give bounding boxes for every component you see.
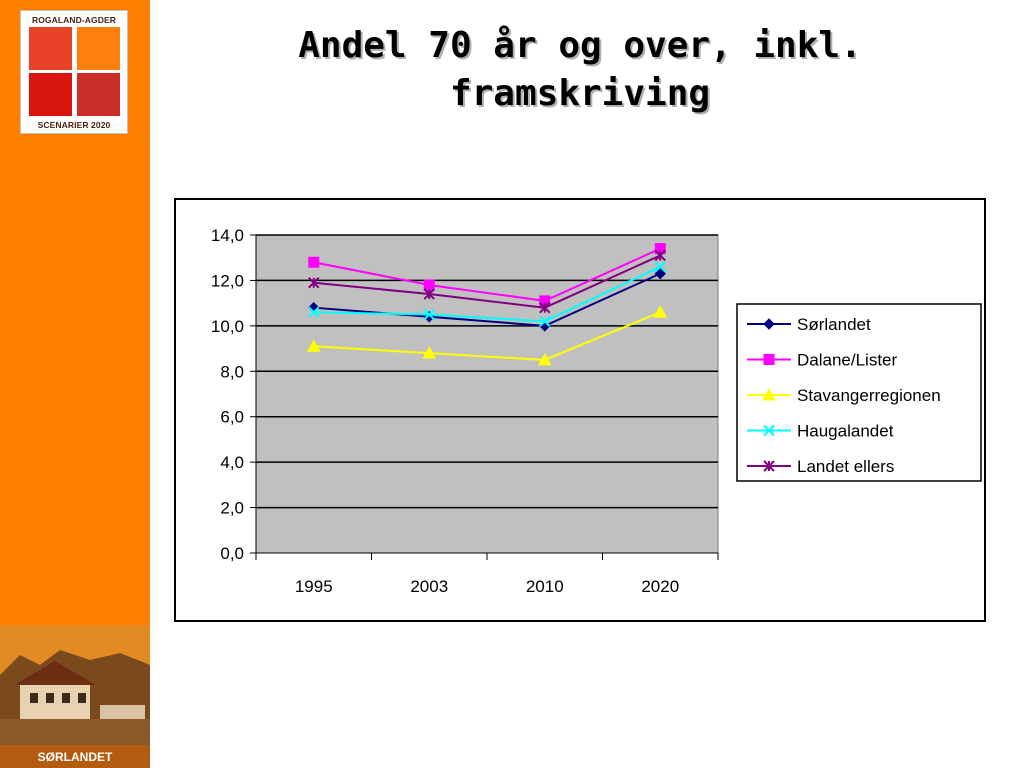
legend-label: Dalane/Lister (797, 351, 898, 370)
legend-label: Haugalandet (797, 422, 894, 441)
y-tick-label: 2,0 (220, 499, 244, 518)
x-tick-label: 1995 (295, 577, 333, 596)
data-point (654, 267, 666, 280)
coastal-house-photo (0, 625, 150, 745)
slide-title-line2: framskriving (449, 73, 711, 114)
data-point (539, 301, 551, 314)
logo-square (29, 27, 72, 70)
line-chart: 0,0 2,0 4,0 6,0 8,0 10,0 12,0 14,0 1995 2003 2010 2… (211, 226, 982, 596)
region-label: SØRLANDET (37, 750, 113, 764)
sidebar: ROGALAND-AGDER SCENARIER 2020 SØRLANDET (0, 0, 150, 768)
data-point (423, 279, 435, 291)
data-point (422, 346, 437, 359)
series-line (313, 254, 661, 309)
data-point (654, 249, 666, 262)
series-line (313, 311, 661, 361)
data-point (308, 256, 320, 268)
legend-label: Stavangerregionen (797, 386, 941, 405)
data-point (423, 288, 435, 300)
legend-box (736, 303, 982, 482)
data-point (423, 308, 435, 321)
y-tick-label: 10,0 (211, 317, 244, 336)
logo-top-text: ROGALAND-AGDER (31, 15, 117, 25)
series-line (313, 265, 661, 323)
legend-label: Landet ellers (797, 457, 894, 476)
x-tick-label: 2010 (526, 577, 564, 596)
region-bar (0, 745, 150, 768)
legend-swatch-marker (763, 460, 775, 472)
data-point (308, 306, 320, 318)
y-tick-label: 0,0 (220, 544, 244, 563)
y-tick-label: 8,0 (220, 362, 244, 381)
data-point (654, 261, 666, 273)
y-tick-label: 4,0 (220, 453, 244, 472)
y-tick-label: 6,0 (220, 408, 244, 427)
plot-area (255, 234, 719, 554)
chart-frame: 0,0 2,0 4,0 6,0 8,0 10,0 12,0 14,0 1995 2003 2010 2… (174, 198, 986, 622)
logo-square (29, 73, 72, 116)
logo-bottom-text: SCENARIER 2020 (37, 120, 111, 130)
logo-square (77, 27, 120, 70)
data-point (306, 339, 321, 352)
logo-square (77, 73, 120, 116)
legend-swatch-marker (763, 318, 775, 330)
data-point (539, 315, 551, 328)
x-tick-label: 2003 (410, 577, 448, 596)
legend-swatch-marker (762, 387, 776, 401)
data-point (537, 352, 552, 366)
logo: ROGALAND-AGDER SCENARIER 2020 (20, 10, 128, 134)
x-tick-label: 2020 (641, 577, 679, 596)
data-point (653, 305, 668, 318)
data-point (308, 276, 320, 289)
legend-swatch-marker (763, 354, 775, 365)
y-tick-label: 14,0 (211, 226, 244, 245)
series-line (313, 272, 661, 327)
legend-swatch-marker (763, 424, 775, 437)
slide-title: Andel 70 år og over, inkl. framskriving (220, 22, 940, 118)
legend-label: Sørlandet (797, 315, 871, 334)
series-line (313, 247, 661, 302)
y-tick-label: 12,0 (211, 271, 244, 290)
slide-title-line1: Andel 70 år og over, inkl. (298, 25, 862, 66)
